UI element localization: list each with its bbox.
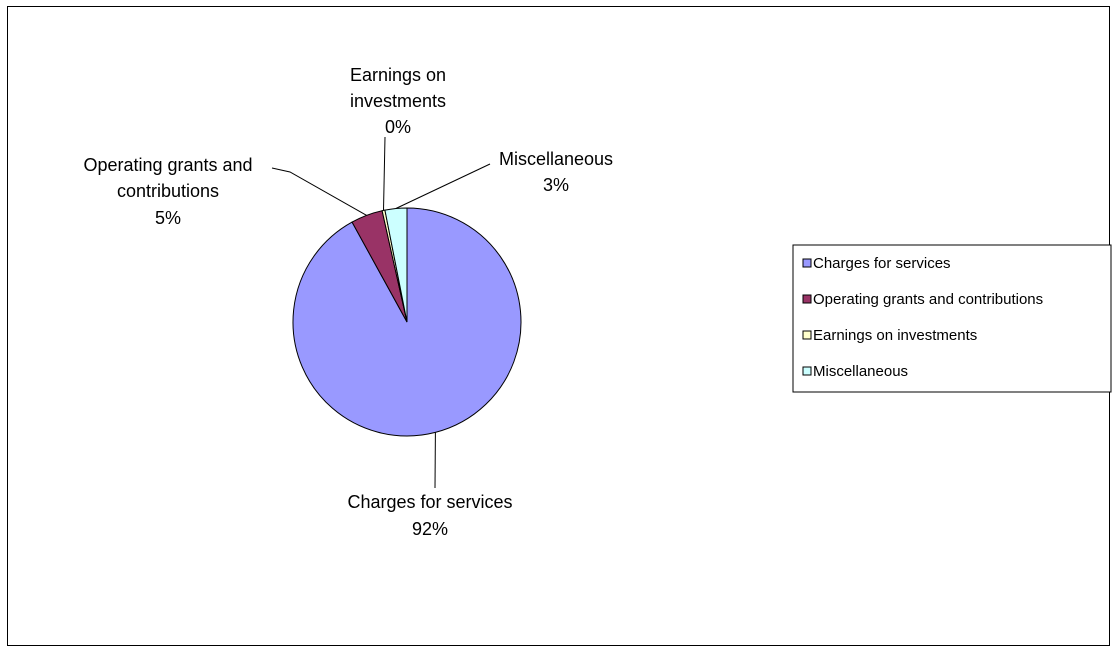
legend-item-earnings: Earnings on investments [803, 327, 977, 344]
data-label-line: 3% [543, 175, 569, 195]
leader-line [396, 164, 490, 209]
data-label-line: 0% [385, 117, 411, 137]
data-label-miscellaneous: Miscellaneous 3% [499, 149, 613, 195]
legend: Charges for services Operating grants an… [793, 245, 1111, 392]
data-label-line: Miscellaneous [499, 149, 613, 169]
legend-swatch-icon [803, 331, 811, 339]
legend-label: Miscellaneous [813, 363, 908, 380]
legend-swatch-icon [803, 367, 811, 375]
leader-line [272, 168, 367, 215]
data-label-line: Earnings on [350, 65, 446, 85]
legend-item-miscellaneous: Miscellaneous [803, 363, 908, 380]
data-label-line: 92% [412, 519, 448, 539]
data-label-charges-for-services: Charges for services 92% [347, 492, 512, 539]
legend-label: Charges for services [813, 255, 951, 272]
data-label-line: contributions [117, 181, 219, 201]
legend-swatch-icon [803, 295, 811, 303]
legend-label: Operating grants and contributions [813, 291, 1043, 308]
legend-label: Earnings on investments [813, 327, 977, 344]
legend-item-operating-grants: Operating grants and contributions [803, 291, 1043, 308]
data-label-line: Charges for services [347, 492, 512, 512]
pie-slices [293, 208, 521, 436]
data-label-line: investments [350, 91, 446, 111]
data-label-line: 5% [155, 208, 181, 228]
data-label-earnings-on-investments: Earnings on investments 0% [350, 65, 446, 137]
legend-swatch-icon [803, 259, 811, 267]
data-label-operating-grants: Operating grants and contributions 5% [83, 155, 252, 228]
data-label-line: Operating grants and [83, 155, 252, 175]
leader-line [384, 137, 386, 210]
legend-item-charges: Charges for services [803, 255, 951, 272]
